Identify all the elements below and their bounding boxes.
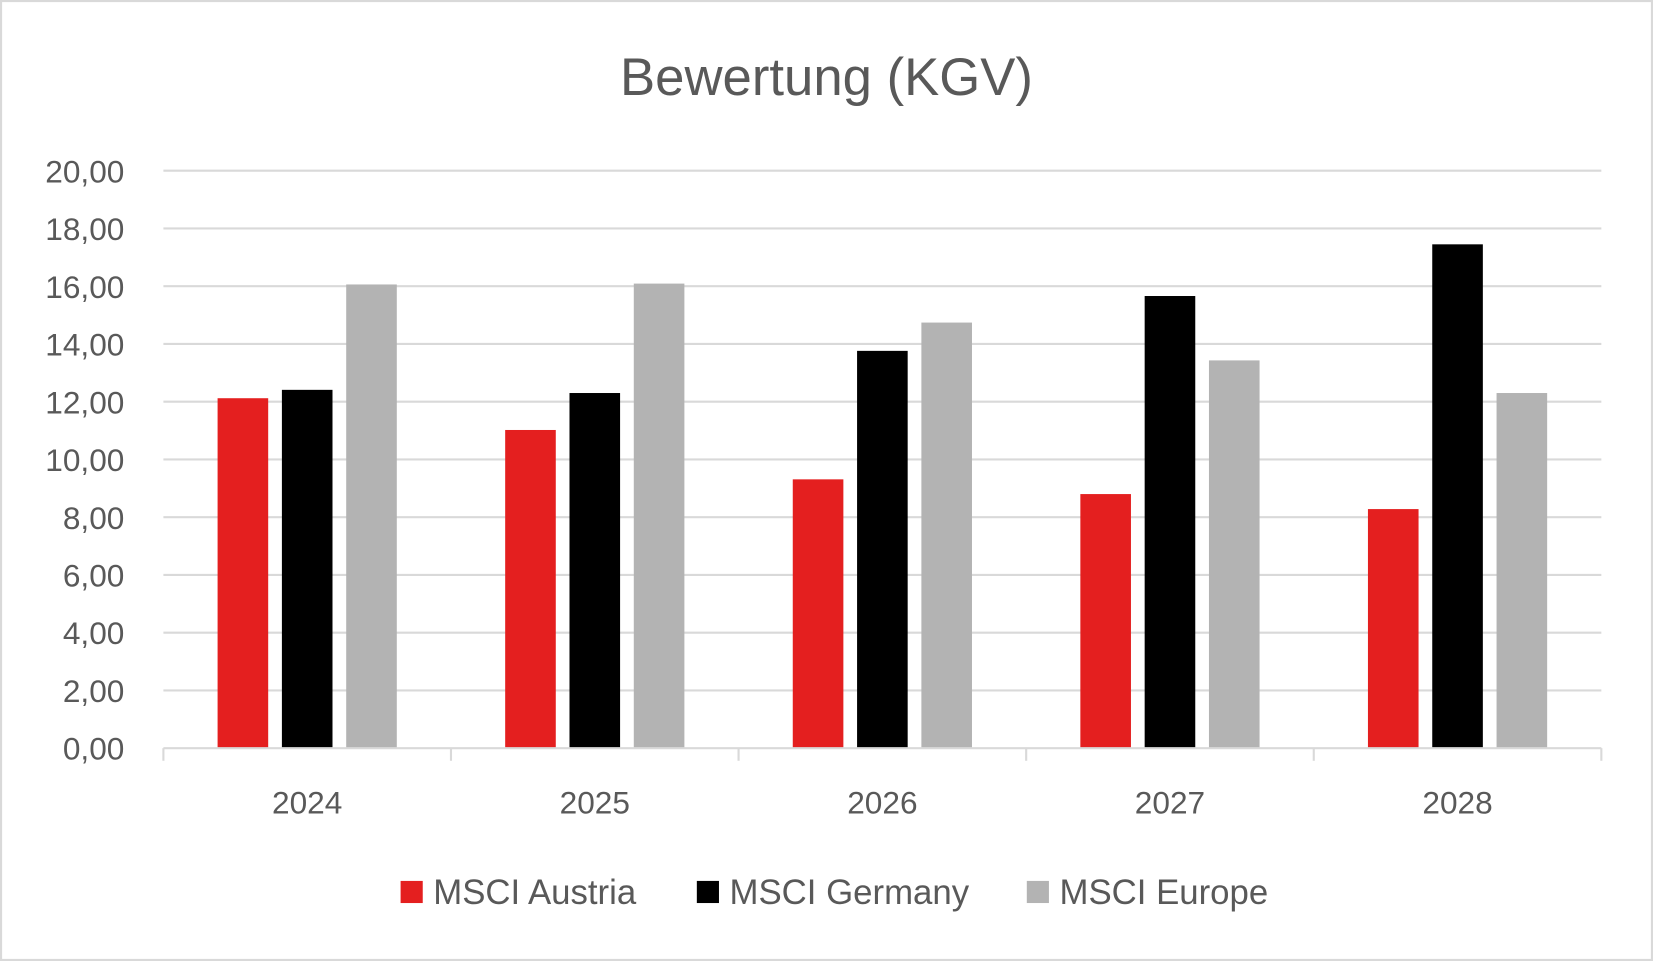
legend-swatch — [400, 880, 423, 904]
x-tick-label: 2026 — [847, 784, 917, 820]
x-tick-label: 2028 — [1422, 784, 1492, 820]
legend-swatch — [696, 880, 719, 904]
legend-swatch — [1026, 880, 1049, 904]
bar-msci-austria-2027 — [1080, 494, 1131, 749]
legend-item: MSCI Austria — [400, 874, 637, 912]
y-tick-label: 0,00 — [63, 731, 125, 767]
bar-msci-germany-2025 — [569, 393, 621, 749]
legend-item: MSCI Europe — [1026, 874, 1268, 912]
legend-label: MSCI Austria — [433, 874, 637, 912]
bar-msci-europe-2026 — [921, 322, 972, 749]
bar-msci-austria-2028 — [1367, 509, 1419, 749]
y-tick-label: 14,00 — [45, 327, 124, 363]
x-tick-label: 2025 — [560, 784, 630, 820]
y-tick-label: 4,00 — [63, 615, 125, 651]
bar-msci-europe-2024 — [346, 284, 397, 749]
y-tick-label: 12,00 — [45, 384, 124, 420]
bar-msci-austria-2025 — [505, 429, 556, 749]
bar-msci-austria-2026 — [792, 479, 844, 749]
y-tick-label: 2,00 — [63, 673, 125, 709]
bar-msci-europe-2025 — [633, 283, 685, 749]
y-tick-label: 6,00 — [63, 558, 125, 594]
y-tick-label: 8,00 — [63, 500, 125, 536]
x-tick-label: 2027 — [1135, 784, 1205, 820]
bar-msci-europe-2027 — [1208, 360, 1260, 749]
bar-msci-germany-2026 — [857, 350, 908, 749]
x-tick-label: 2024 — [272, 784, 342, 820]
legend-item: MSCI Germany — [696, 874, 970, 912]
y-tick-label: 18,00 — [45, 211, 124, 247]
bar-msci-austria-2024 — [217, 398, 269, 749]
bar-msci-germany-2024 — [281, 389, 333, 749]
chart-title: Bewertung (KGV) — [620, 48, 1033, 107]
y-tick-label: 16,00 — [45, 269, 124, 305]
bar-msci-germany-2028 — [1432, 244, 1483, 749]
legend-label: MSCI Germany — [730, 874, 970, 912]
bar-msci-europe-2028 — [1496, 393, 1548, 749]
legend-label: MSCI Europe — [1059, 874, 1268, 912]
bar-msci-germany-2027 — [1144, 296, 1196, 749]
y-tick-label: 20,00 — [45, 153, 124, 189]
y-tick-label: 10,00 — [45, 442, 124, 478]
